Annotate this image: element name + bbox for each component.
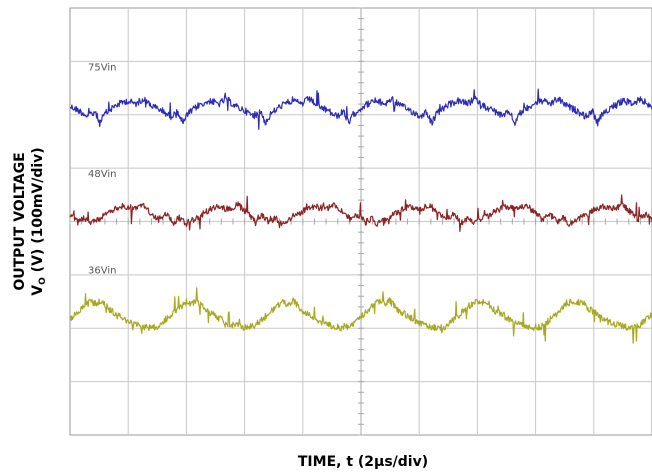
trace-label-36vin: 36Vin [88, 265, 116, 276]
y-axis-title-line2: VO (V) (100mV/div) [30, 147, 48, 295]
series-line-75vin [69, 88, 652, 130]
y-axis-title-subscript: O [38, 277, 48, 285]
plot-area: 75Vin 48Vin 36Vin [69, 7, 652, 436]
trace-label-48vin: 48Vin [88, 169, 116, 180]
x-axis-title: TIME, t (2µs/div) [298, 454, 428, 470]
y-axis-title-line1: OUTPUT VOLTAGE [12, 152, 28, 290]
trace-label-75vin: 75Vin [88, 63, 116, 74]
series-line-36vin [69, 287, 652, 344]
traces [69, 88, 652, 344]
series-line-48vin [69, 194, 652, 232]
y-axis-title-symbol: V [30, 285, 46, 296]
trace-labels: 75Vin 48Vin 36Vin [88, 63, 116, 277]
y-axis-title-units: (V) (100mV/div) [30, 147, 46, 277]
